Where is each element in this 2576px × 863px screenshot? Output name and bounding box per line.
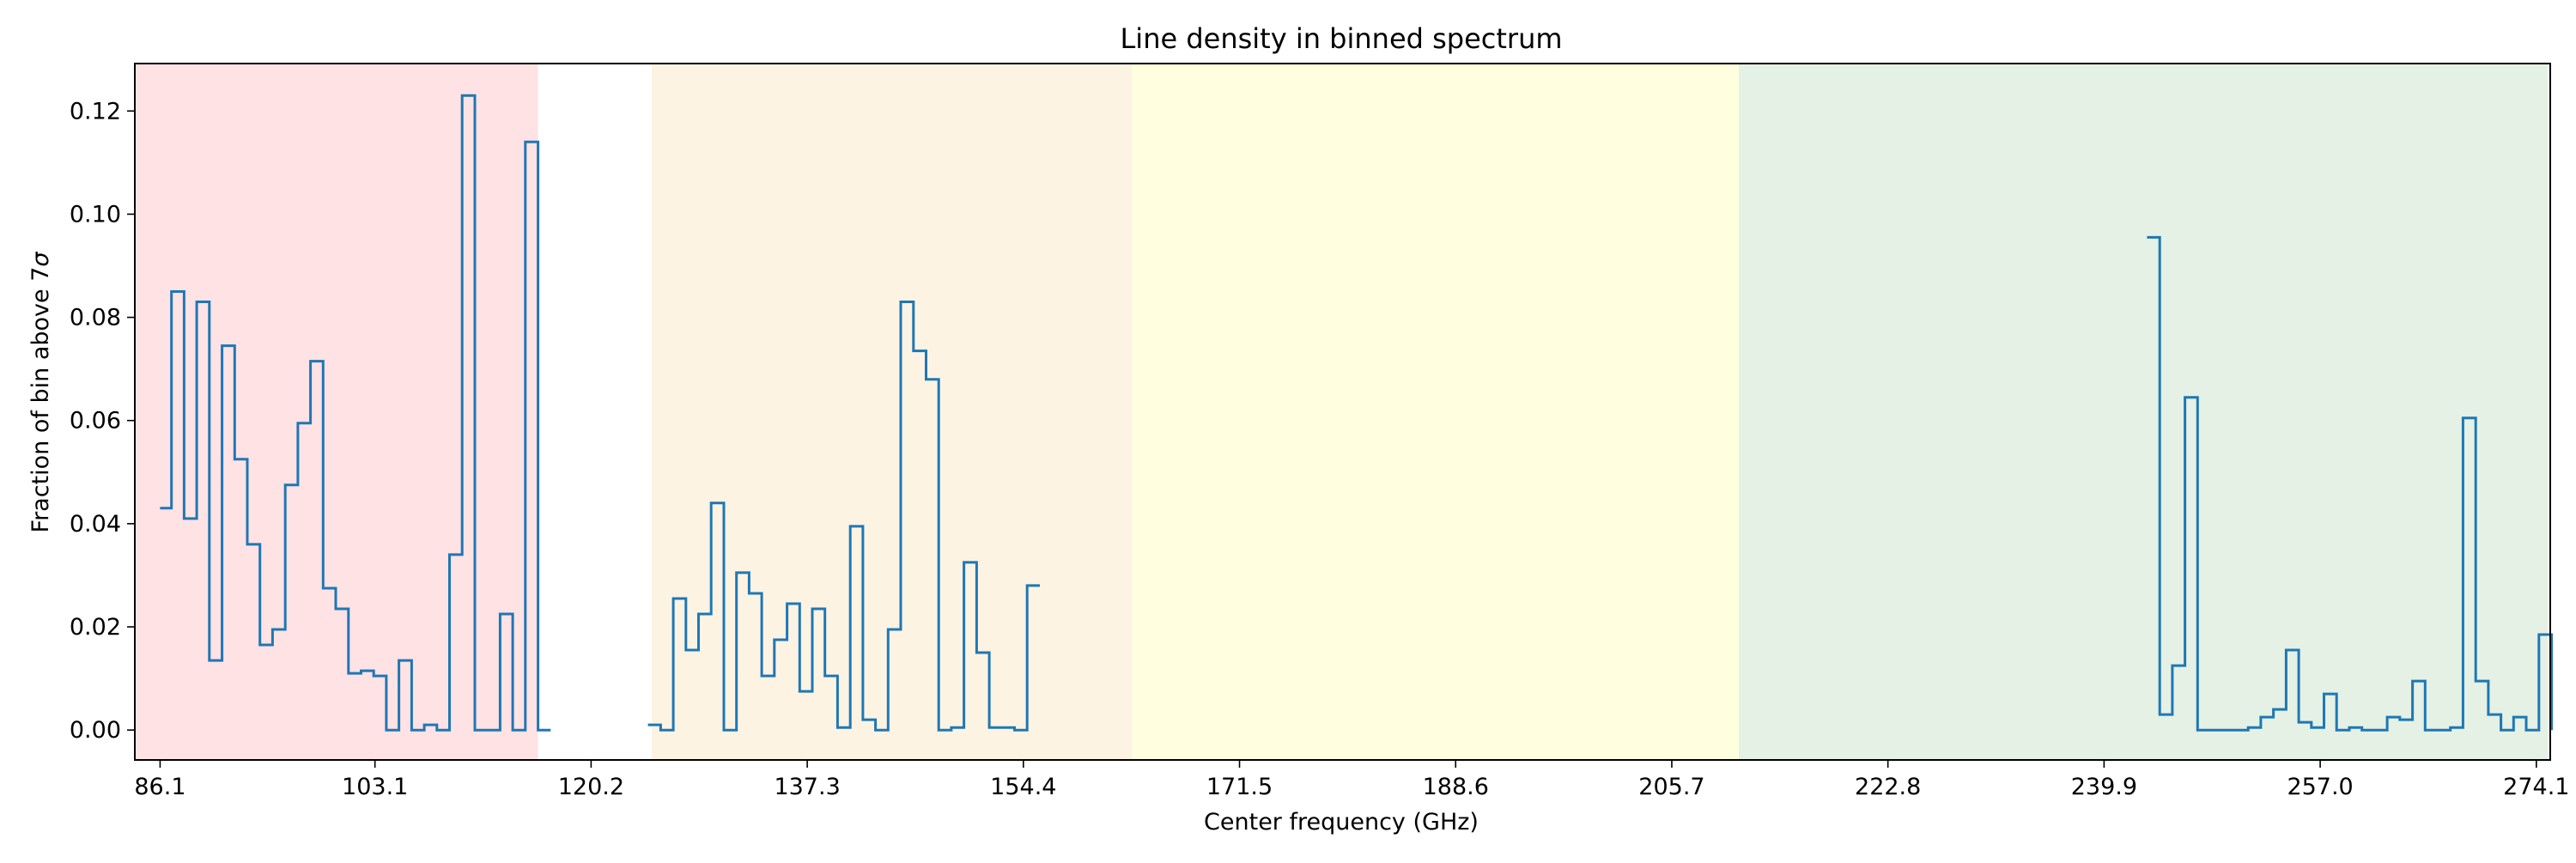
y-tick-label: 0.04	[70, 511, 121, 538]
y-tick-label: 0.08	[70, 305, 121, 331]
x-tick-label: 137.3	[774, 774, 840, 800]
x-tick-label: 274.1	[2503, 774, 2569, 800]
y-tick-label: 0.00	[70, 717, 121, 744]
band-3	[1738, 64, 2549, 760]
y-axis-label-text: Fraction of bin above 7	[27, 267, 54, 533]
series-lines	[160, 94, 2553, 732]
x-tick-label: 103.1	[342, 774, 408, 800]
x-tick-label: 222.8	[1855, 774, 1921, 800]
plot-frame	[134, 63, 2551, 761]
series-line-1	[647, 301, 1040, 732]
y-tick-label: 0.06	[70, 408, 121, 435]
series-line-2	[2147, 235, 2553, 732]
band-1	[652, 64, 1133, 760]
x-axis-label: Center frequency (GHz)	[1204, 809, 1479, 836]
band-2	[1132, 64, 1739, 760]
x-tick-label: 154.4	[990, 774, 1056, 800]
y-tick-label: 0.12	[70, 98, 121, 125]
x-tick-label: 205.7	[1638, 774, 1704, 800]
x-axis-ticks: 86.1 103.1 120.2 137.3 154.4 171.5 188.6 205.7 2…	[134, 760, 2569, 800]
y-tick-label: 0.10	[70, 201, 121, 228]
series-line-0	[160, 94, 551, 732]
x-tick-label: 188.6	[1423, 774, 1489, 800]
y-tick-label: 0.02	[70, 614, 121, 641]
x-tick-label: 120.2	[558, 774, 624, 800]
frequency-bands	[135, 64, 2549, 760]
chart-title: Line density in binned spectrum	[1120, 22, 1562, 55]
x-tick-label: 86.1	[134, 774, 185, 800]
y-axis-label: Fraction of bin above 7σ	[27, 252, 54, 533]
y-axis-ticks: 0.00 0.02 0.04 0.06 0.08 0.10 0.12	[70, 98, 135, 744]
x-tick-label: 171.5	[1206, 774, 1273, 800]
band-0	[135, 64, 538, 760]
y-axis-label-sigma: σ	[27, 252, 54, 267]
x-tick-label: 257.0	[2287, 774, 2353, 800]
x-tick-label: 239.9	[2071, 774, 2137, 800]
